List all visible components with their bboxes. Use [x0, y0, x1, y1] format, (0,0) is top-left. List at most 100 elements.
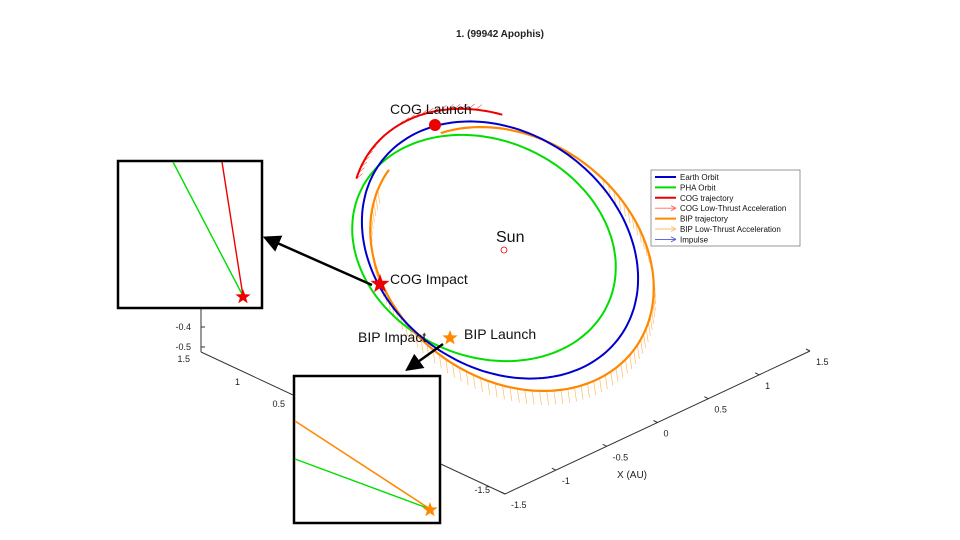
bip-thrust-arrow [574, 387, 577, 402]
legend-label: Impulse [680, 235, 709, 244]
bip-thrust-arrow [637, 344, 640, 359]
bip-thrust-arrow [472, 374, 476, 389]
legend-label: COG Low-Thrust Acceleration [680, 204, 786, 213]
y-tick-label: 1.5 [177, 354, 190, 364]
bip-thrust-arrow [613, 190, 617, 205]
bip-impact-label: BIP Impact [358, 329, 426, 345]
bip-thrust-arrow [494, 383, 498, 398]
bip-thrust-arrow [618, 196, 622, 211]
bip-thrust-arrow [643, 333, 646, 349]
bip-thrust-arrow [465, 371, 469, 386]
x-tick-label: 0 [664, 429, 669, 439]
bip-thrust-arrow [539, 390, 542, 405]
bip-thrust-arrow [633, 349, 637, 365]
inset-bip-star [422, 502, 438, 517]
legend-swatch-head [670, 205, 677, 212]
bip-thrust-arrow [377, 189, 381, 204]
legend-swatch-head [670, 236, 677, 243]
zoom-arrow-bottom [405, 342, 444, 372]
bip-thrust-arrow [625, 359, 628, 374]
bip-thrust-arrow [620, 363, 624, 378]
bip-thrust-arrow [615, 367, 619, 382]
bip-thrust-arrow [404, 321, 408, 336]
legend-label: COG trajectory [680, 194, 733, 203]
z-tick-label: -0.4 [175, 322, 191, 332]
cog-impact-label: COG Impact [390, 271, 468, 287]
bip-thrust-arrow [415, 333, 418, 348]
legend-label: BIP Low-Thrust Acceleration [680, 225, 781, 234]
bip-thrust-arrow [531, 390, 535, 405]
bip-thrust-arrow [420, 339, 424, 354]
chart-title: 1. (99942 Apophis) [456, 29, 544, 40]
bip-thrust-arrow [648, 322, 651, 337]
pha-orbit [351, 133, 617, 363]
cog-impact-marker [370, 274, 390, 293]
bip-thrust-arrow [509, 387, 513, 402]
cog-launch-marker [429, 119, 441, 131]
x-tick-label: -1 [562, 476, 570, 486]
earth-orbit [360, 120, 640, 380]
bip-thrust-arrow [610, 371, 614, 386]
orbits [351, 103, 657, 405]
bip-thrust-arrow [553, 390, 557, 405]
legend-label: BIP trajectory [680, 215, 728, 224]
x-tick-mark [551, 467, 557, 471]
bip-trajectory [369, 126, 655, 392]
bip-thrust-arrow [426, 344, 430, 359]
inset-cog-pha-line [172, 161, 244, 297]
bip-thrust-arrow [604, 375, 608, 390]
x-tick-mark [602, 443, 607, 447]
x-tick-mark [653, 420, 658, 423]
z-tick-label: -0.5 [175, 342, 191, 352]
legend-label: Earth Orbit [680, 173, 719, 182]
legend-label: PHA Orbit [680, 183, 716, 192]
inset-bip [292, 374, 442, 525]
bip-thrust-arrow [587, 383, 590, 398]
bip-thrust-arrow [560, 389, 564, 404]
bip-launch-label: BIP Launch [464, 326, 536, 342]
bip-launch-marker [442, 330, 458, 345]
bip-thrust-arrow [438, 354, 442, 369]
x-tick-mark [805, 348, 811, 352]
bip-thrust-arrow [629, 354, 633, 369]
bip-thrust-arrow [580, 385, 584, 400]
bip-thrust-arrow [567, 388, 571, 403]
zoom-arrow-top [262, 235, 373, 287]
inset-cog-trajectory-line [221, 161, 244, 297]
y-tick-label: 0.5 [272, 399, 285, 409]
cog-trajectory [355, 107, 503, 179]
bip-thrust-arrow [640, 339, 643, 354]
inset-cog-impact-star [235, 289, 251, 304]
bip-thrust-arrow [517, 388, 520, 403]
bip-thrust-arrow [593, 380, 596, 396]
bip-thrust-arrow [445, 359, 449, 374]
y-tick-label: 1 [235, 377, 240, 387]
sun-label: Sun [496, 229, 524, 246]
bip-thrust-arrow [599, 378, 602, 393]
cog-launch-label: COG Launch [390, 101, 472, 117]
bip-thrust-arrow [452, 363, 455, 378]
bip-thrust-arrow [480, 377, 483, 393]
x-tick-label: 1.5 [816, 357, 829, 367]
inset-cog-impact [116, 159, 264, 310]
x-tick-label: -0.5 [613, 452, 629, 462]
bip-thrust-arrow [487, 380, 491, 395]
x-axis-label: X (AU) [617, 470, 647, 481]
legend-swatch-head [670, 226, 677, 232]
bip-thrust-arrow [645, 328, 649, 343]
x-tick-label: -1.5 [511, 500, 527, 510]
axis-ticks: -1.5 -1 -0.5 0 0.5 1 1.5 -1.5 0.5 1 1.5 -0.4 -0.5 [175, 322, 828, 510]
bip-thrust-arrow [524, 389, 528, 404]
inset-bip-pha-line [294, 458, 431, 510]
bip-thrust-arrow [546, 390, 550, 405]
bip-thrust-arrow [502, 385, 505, 400]
bip-thrust-arrow [458, 367, 462, 382]
x-tick-label: 1 [765, 381, 770, 391]
sun-marker [500, 246, 508, 254]
x-tick-mark [500, 491, 506, 495]
x-tick-label: 0.5 [714, 405, 727, 415]
y-tick-label: -1.5 [474, 485, 490, 495]
